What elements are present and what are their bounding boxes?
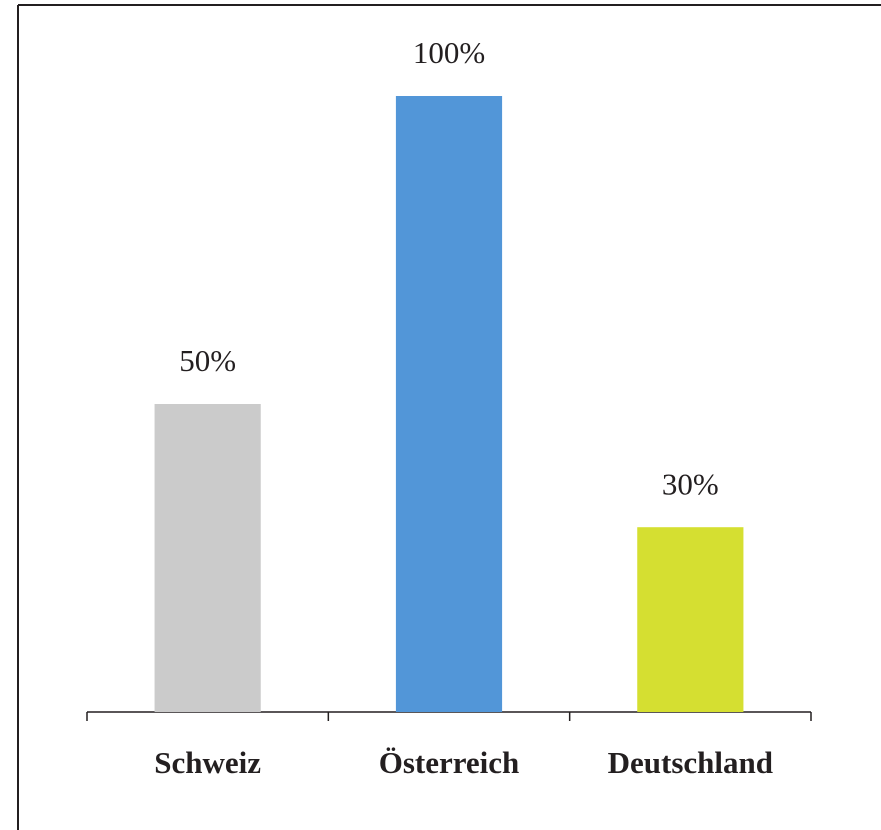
bar bbox=[154, 404, 261, 712]
value-label: 100% bbox=[413, 35, 485, 70]
x-tick-label: Deutschland bbox=[608, 745, 773, 780]
bar bbox=[637, 527, 744, 712]
x-tick-label: Schweiz bbox=[154, 745, 261, 780]
value-label: 30% bbox=[662, 466, 719, 501]
bar bbox=[395, 96, 503, 712]
value-label: 50% bbox=[179, 343, 236, 378]
x-tick-label: Österreich bbox=[379, 745, 520, 780]
